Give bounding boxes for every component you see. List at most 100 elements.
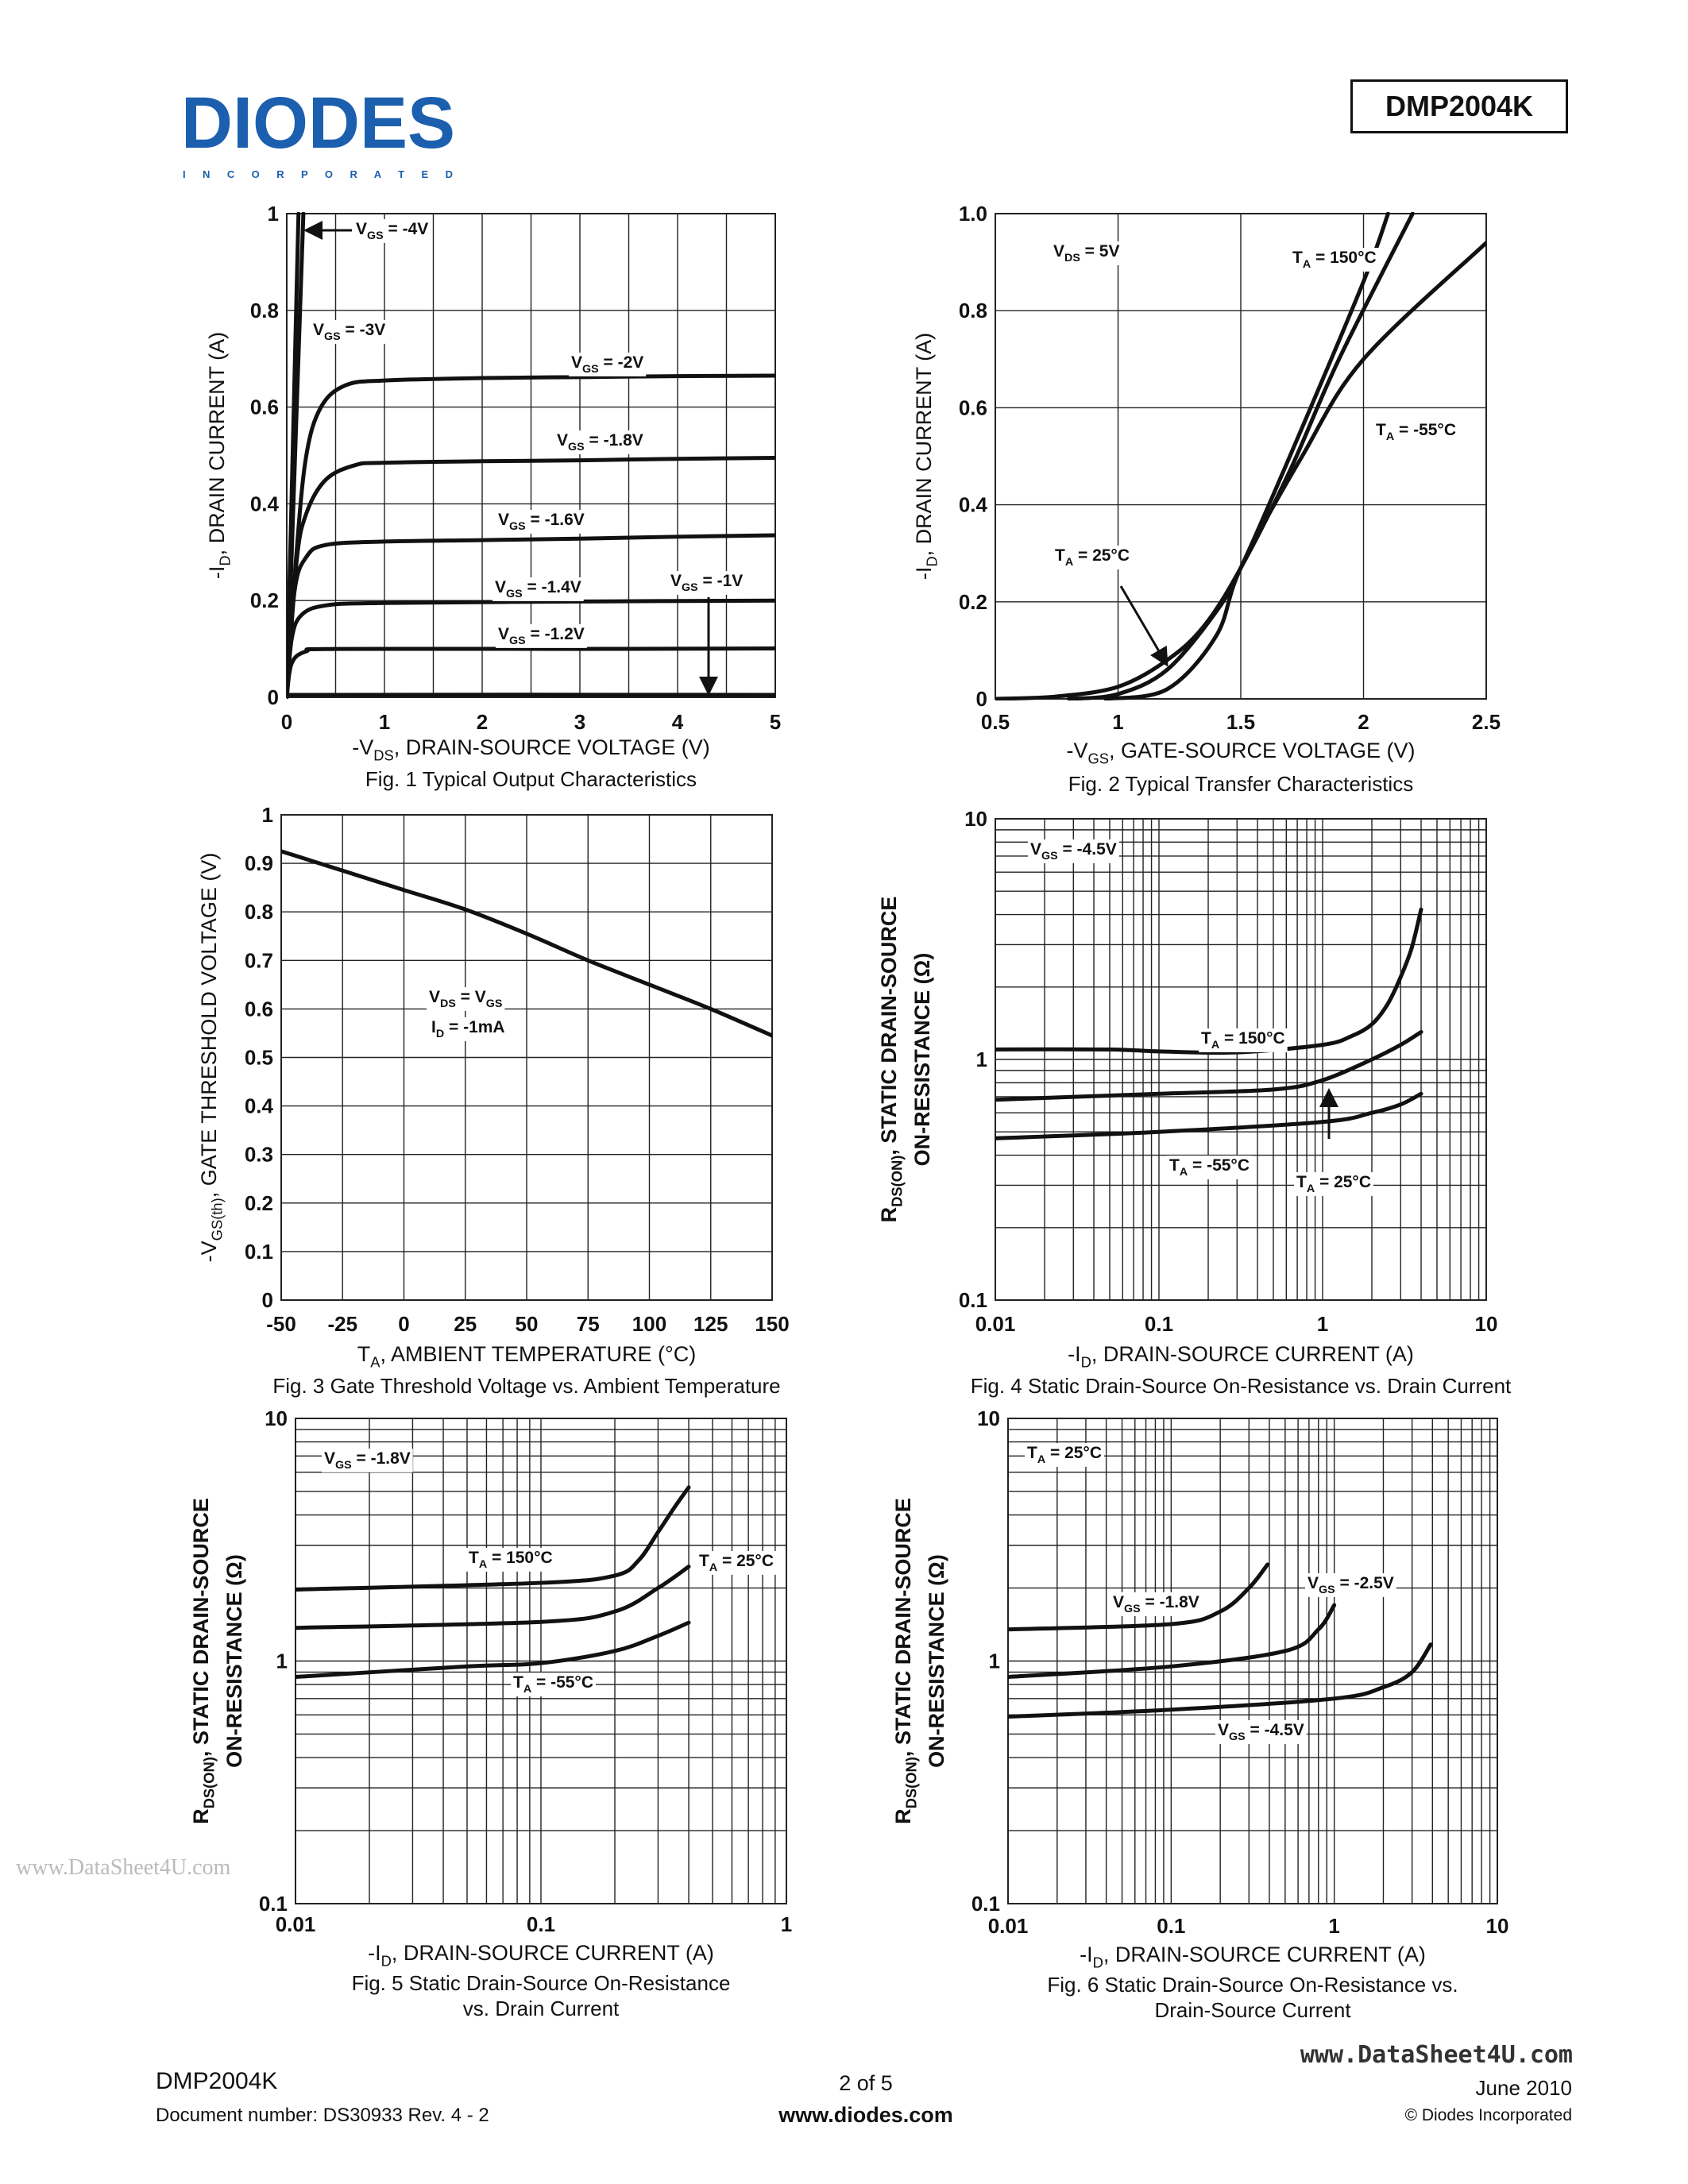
footer-page: 2 of 5	[839, 2071, 893, 2095]
footer-website[interactable]: www.diodes.com	[778, 2103, 953, 2127]
text-segment: V	[557, 431, 568, 450]
part-number: DMP2004K	[1385, 90, 1534, 122]
y-axis-label: ON-RESISTANCE (Ω)	[925, 1554, 948, 1768]
annotation-background	[668, 571, 746, 595]
series-line-6	[287, 598, 775, 699]
annotation-background	[1305, 1573, 1396, 1597]
x-axis-label: -ID, DRAIN-SOURCE CURRENT (A)	[1068, 1342, 1414, 1371]
text-segment: = 150°C	[487, 1549, 553, 1567]
text-segment: V	[571, 353, 582, 372]
annotation-label: VGS = -2.5V	[1308, 1574, 1394, 1596]
annotation-background	[353, 219, 431, 243]
annotation-label: TA = -55°C	[1169, 1156, 1250, 1179]
y-tick-label: 0.6	[250, 396, 279, 419]
annotation-background	[569, 353, 647, 376]
text-segment: V	[429, 988, 440, 1006]
text-segment: = -55°C	[1394, 421, 1456, 439]
series-line-8	[287, 693, 775, 699]
text-segment: V	[670, 572, 682, 590]
x-tick-label: 0.01	[975, 1312, 1016, 1336]
y-tick-label: 0	[268, 685, 279, 709]
annotation-label: VGS = -1.2V	[498, 625, 585, 647]
x-tick-label: 10	[1475, 1312, 1498, 1336]
text-segment: V	[324, 1449, 335, 1468]
annotation-background	[1053, 546, 1132, 569]
text-segment: = -1.6V	[526, 511, 585, 529]
annotation-background	[1290, 248, 1379, 272]
y-tick-label: 0	[976, 687, 987, 711]
text-segment: T	[513, 1673, 523, 1692]
y-tick-label: 0.2	[250, 588, 279, 612]
annotation-background	[1199, 1028, 1288, 1052]
text-segment: , STATIC DRAIN-SOURCE	[877, 897, 901, 1156]
x-tick-label: 3	[574, 710, 585, 734]
y-tick-label: 1	[262, 803, 273, 827]
text-segment: T	[1292, 249, 1303, 267]
text-segment: V	[1053, 242, 1064, 260]
annotation-label: TA = 150°C	[469, 1549, 553, 1571]
subscript: D	[1093, 1954, 1103, 1971]
annotation-label: VGS = -4.5V	[1030, 840, 1117, 862]
text-segment: , AMBIENT TEMPERATURE (°C)	[380, 1342, 696, 1366]
annotation-background	[496, 624, 587, 648]
plot-frame	[1007, 1418, 1498, 1904]
annotation-label: VGS = -1.8V	[1113, 1593, 1199, 1615]
y-tick-label: 0.1	[959, 1288, 987, 1312]
series-line-1	[1008, 1562, 1270, 1632]
y-tick-label: 0.8	[959, 299, 987, 322]
x-axis-label: -VDS, DRAIN-SOURCE VOLTAGE (V)	[352, 735, 710, 764]
text-segment: T	[699, 1552, 709, 1570]
x-tick-label: 10	[1486, 1914, 1509, 1938]
figure-caption: Fig. 3 Gate Threshold Voltage vs. Ambien…	[272, 1374, 780, 1398]
figure-caption: Drain-Source Current	[1154, 1998, 1351, 2022]
y-tick-label: 1	[976, 1048, 987, 1071]
x-tick-label: 0.1	[1157, 1914, 1185, 1938]
y-tick-label: 0.1	[259, 1892, 288, 1916]
subscript: GS	[509, 635, 526, 647]
text-segment: V	[1030, 840, 1041, 859]
text-segment: R	[189, 1808, 213, 1824]
annotation-background	[1025, 1443, 1104, 1467]
figure-caption: Fig. 5 Static Drain-Source On-Resistance	[352, 1971, 731, 1995]
text-segment: T	[1055, 546, 1065, 565]
text-segment: = -4V	[384, 220, 429, 238]
plot-frame	[295, 1418, 787, 1904]
annotation-background	[1051, 241, 1122, 265]
annotation-label: VGS = -1.4V	[495, 578, 581, 600]
chart-fig2: VDS = 5V TA = 150°CTA = -55°CTA = 25°C0.5…	[912, 202, 1501, 796]
x-axis-label: TA, AMBIENT TEMPERATURE (°C)	[357, 1342, 697, 1371]
subscript: GS	[324, 330, 341, 343]
subscript: GS	[506, 588, 523, 600]
text-segment: V	[356, 220, 367, 238]
annotation-label: TA = 150°C	[1201, 1029, 1285, 1051]
text-segment: = -1.8V	[585, 431, 643, 450]
text-segment: T	[1296, 1173, 1307, 1191]
y-axis-label: RDS(ON), STATIC DRAIN-SOURCE	[189, 1498, 218, 1824]
annotation-background	[554, 430, 646, 454]
annotation-background	[311, 320, 388, 344]
x-axis-label: -VGS, GATE-SOURCE VOLTAGE (V)	[1066, 739, 1415, 767]
x-axis-label: -ID, DRAIN-SOURCE CURRENT (A)	[1080, 1943, 1426, 1971]
text-segment: , GATE-SOURCE VOLTAGE (V)	[1109, 739, 1416, 762]
x-tick-label: 125	[693, 1312, 728, 1336]
text-segment: = 5V	[1080, 242, 1120, 260]
annotation-background	[511, 1673, 596, 1696]
text-segment: T	[1027, 1444, 1037, 1462]
figure-caption: Fig. 2 Typical Transfer Characteristics	[1068, 772, 1413, 796]
x-tick-label: 1.5	[1226, 710, 1255, 734]
text-segment: ON-RESISTANCE (Ω)	[925, 1554, 948, 1768]
annotation-label: TA = 25°C	[699, 1552, 774, 1574]
logo-wordmark: DIODES	[181, 86, 455, 164]
text-segment: -I	[912, 567, 936, 581]
text-segment: ON-RESISTANCE (Ω)	[222, 1554, 246, 1768]
x-tick-label: 75	[577, 1312, 600, 1336]
x-tick-label: 50	[516, 1312, 539, 1336]
annotation-label: VGS = -1.8V	[557, 431, 643, 453]
subscript: DS	[1064, 252, 1080, 264]
text-segment: V	[1218, 1721, 1229, 1739]
annotation-label: TA = 25°C	[1296, 1173, 1371, 1195]
y-tick-label: 0.9	[245, 851, 273, 875]
y-axis-label: -VGS(th), GATE THRESHOLD VOLTAGE (V)	[197, 853, 226, 1263]
